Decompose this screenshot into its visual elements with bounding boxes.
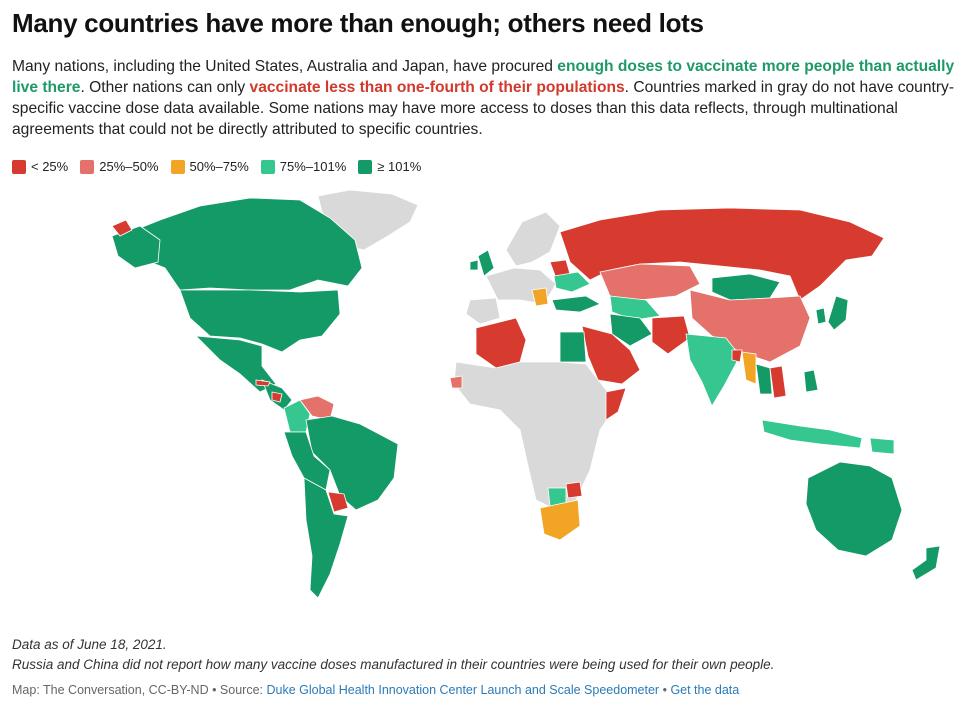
region-australia[interactable] bbox=[805, 461, 903, 557]
region-new-zealand[interactable] bbox=[911, 545, 941, 581]
region-mongolia[interactable] bbox=[711, 273, 781, 301]
legend-swatch bbox=[12, 159, 26, 174]
region-korea[interactable] bbox=[815, 307, 827, 325]
region-usa[interactable] bbox=[179, 289, 341, 353]
world-map bbox=[111, 190, 941, 599]
region-china[interactable] bbox=[689, 289, 811, 363]
legend: < 25% 25%–50% 50%–75% 75%–101% ≥ 101% bbox=[12, 159, 433, 174]
region-central-asia[interactable] bbox=[609, 295, 661, 321]
credit-separator: • bbox=[659, 683, 671, 697]
region-turkey[interactable] bbox=[551, 295, 601, 313]
region-balkans[interactable] bbox=[531, 287, 549, 307]
region-iberia[interactable] bbox=[465, 297, 501, 325]
region-scandinavia[interactable] bbox=[505, 211, 561, 267]
get-data-link[interactable]: Get the data bbox=[670, 683, 740, 697]
description-highlight-red: vaccinate less than one-fourth of their … bbox=[249, 79, 625, 96]
region-thailand[interactable] bbox=[755, 363, 773, 395]
credit-prefix: Map: The Conversation, CC-BY-ND • Source… bbox=[12, 683, 267, 697]
legend-item-25-50: 25%–50% bbox=[80, 159, 159, 174]
region-senegal[interactable] bbox=[449, 375, 463, 389]
description-part1: Many nations, including the United State… bbox=[12, 58, 558, 75]
region-alaska-red[interactable] bbox=[111, 219, 133, 237]
legend-label: 25%–50% bbox=[99, 159, 159, 174]
region-argentina-chile[interactable] bbox=[303, 477, 349, 599]
region-venezuela[interactable] bbox=[299, 395, 335, 421]
region-kazakhstan[interactable] bbox=[599, 263, 701, 301]
region-iran[interactable] bbox=[609, 313, 653, 347]
legend-item-gte101: ≥ 101% bbox=[358, 159, 421, 174]
legend-item-50-75: 50%–75% bbox=[170, 159, 249, 174]
region-vietnam[interactable] bbox=[769, 365, 787, 399]
region-japan[interactable] bbox=[827, 295, 849, 331]
region-uk[interactable] bbox=[477, 249, 495, 277]
description-part3: . Countries marked in gray do not have c… bbox=[12, 79, 955, 138]
legend-swatch bbox=[170, 159, 185, 174]
region-afghanistan-pakistan[interactable] bbox=[651, 315, 691, 355]
footer-note-date: Data as of June 18, 2021. bbox=[12, 637, 167, 652]
region-paraguay[interactable] bbox=[327, 491, 349, 513]
footer-note-russia-china: Russia and China did not report how many… bbox=[12, 657, 775, 672]
region-zimbabwe[interactable] bbox=[565, 481, 583, 499]
region-cuba[interactable] bbox=[255, 379, 271, 387]
region-brazil[interactable] bbox=[305, 415, 399, 511]
region-myanmar[interactable] bbox=[741, 351, 757, 385]
region-alaska[interactable] bbox=[111, 225, 161, 269]
region-canada[interactable] bbox=[129, 197, 363, 291]
region-arabia[interactable] bbox=[581, 325, 641, 385]
region-png[interactable] bbox=[869, 437, 895, 455]
region-somalia[interactable] bbox=[605, 387, 627, 421]
region-peru-bolivia[interactable] bbox=[283, 431, 331, 491]
legend-label: ≥ 101% bbox=[377, 159, 422, 174]
region-south-africa[interactable] bbox=[539, 499, 581, 541]
source-link[interactable]: Duke Global Health Innovation Center Lau… bbox=[266, 683, 660, 697]
legend-swatch bbox=[358, 159, 373, 174]
region-africa-nodata[interactable] bbox=[453, 361, 621, 511]
description-highlight-green: enough doses to vaccinate more people th… bbox=[12, 58, 955, 96]
page-title: Many countries have more than enough; ot… bbox=[12, 8, 704, 38]
legend-item-lt25: < 25% bbox=[12, 159, 68, 174]
region-mexico[interactable] bbox=[194, 335, 277, 393]
region-india[interactable] bbox=[685, 333, 741, 407]
description: Many nations, including the United State… bbox=[12, 56, 972, 140]
region-egypt[interactable] bbox=[559, 331, 587, 363]
region-indonesia[interactable] bbox=[761, 419, 863, 449]
region-ukraine[interactable] bbox=[553, 271, 591, 293]
legend-label: 75%–101% bbox=[279, 159, 347, 174]
description-part2: . Other nations can only bbox=[80, 79, 250, 96]
region-north-africa[interactable] bbox=[475, 317, 527, 369]
region-philippines[interactable] bbox=[803, 369, 819, 393]
legend-swatch bbox=[80, 159, 95, 174]
footer-credit: Map: The Conversation, CC-BY-ND • Source… bbox=[12, 683, 739, 697]
legend-item-75-101: 75%–101% bbox=[260, 159, 347, 174]
legend-label: < 25% bbox=[31, 159, 69, 174]
region-ireland[interactable] bbox=[469, 259, 479, 271]
region-nicaragua[interactable] bbox=[271, 391, 283, 403]
region-bangladesh[interactable] bbox=[731, 349, 743, 363]
legend-label: 50%–75% bbox=[189, 159, 249, 174]
legend-swatch bbox=[260, 159, 275, 174]
